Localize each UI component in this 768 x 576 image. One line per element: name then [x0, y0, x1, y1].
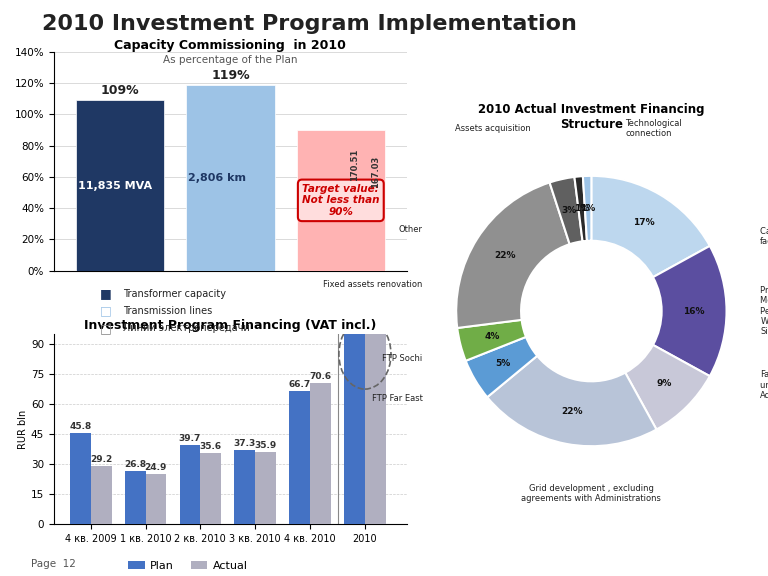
Bar — [344, 183, 365, 524]
Text: □: □ — [100, 305, 111, 317]
Legend: Plan, Actual: Plan, Actual — [124, 557, 253, 575]
Wedge shape — [591, 176, 710, 277]
Text: ■: ■ — [100, 287, 111, 300]
Title: Capacity Commissioning  in 2010: Capacity Commissioning in 2010 — [114, 39, 346, 52]
Text: Target value:
Not less than
90%: Target value: Not less than 90% — [302, 184, 379, 217]
Text: 24.9: 24.9 — [144, 463, 167, 472]
Wedge shape — [625, 345, 710, 430]
Text: Capacity output
facilities: Capacity output facilities — [760, 227, 768, 247]
Bar — [186, 85, 275, 271]
Bar — [76, 100, 164, 271]
Text: 22%: 22% — [494, 252, 515, 260]
Text: 11,835 MVA: 11,835 MVA — [78, 180, 152, 191]
Text: Fixed assets renovation: Fixed assets renovation — [323, 279, 422, 289]
Text: FTP Far East: FTP Far East — [372, 395, 422, 403]
Title: 2010 Actual Investment Financing
Structure: 2010 Actual Investment Financing Structu… — [478, 103, 704, 131]
Bar — [124, 471, 145, 524]
Wedge shape — [583, 176, 591, 241]
Text: 45.8: 45.8 — [69, 422, 91, 430]
Bar — [200, 453, 221, 524]
Wedge shape — [574, 176, 587, 241]
Text: Transformer capacity: Transformer capacity — [123, 289, 226, 299]
Text: 17%: 17% — [633, 218, 654, 227]
Text: 22%: 22% — [561, 407, 583, 416]
Text: 2,806 km: 2,806 km — [188, 173, 247, 183]
Text: Page  12: Page 12 — [31, 559, 75, 569]
Wedge shape — [465, 337, 537, 397]
Text: 16%: 16% — [684, 306, 705, 316]
Text: 109%: 109% — [101, 84, 139, 97]
Text: 29.2: 29.2 — [90, 454, 112, 464]
Text: 170.51: 170.51 — [350, 149, 359, 181]
Bar — [91, 466, 111, 524]
Text: FTP Sochi: FTP Sochi — [382, 354, 422, 363]
Bar — [365, 190, 386, 524]
Title: Investment Program Financing (VAT incl.): Investment Program Financing (VAT incl.) — [84, 319, 376, 332]
Text: 39.7: 39.7 — [179, 434, 201, 443]
Wedge shape — [487, 356, 657, 446]
Text: Programs for
Moscow, St.
Petersburg and
Western
Siberia: Programs for Moscow, St. Petersburg and … — [760, 286, 768, 336]
Bar — [70, 433, 91, 524]
Bar — [296, 130, 385, 271]
Text: 119%: 119% — [211, 69, 250, 82]
Text: 35.6: 35.6 — [200, 442, 222, 451]
Bar — [310, 383, 331, 524]
Y-axis label: RUR bln: RUR bln — [18, 410, 28, 449]
Text: □: □ — [100, 322, 111, 335]
Wedge shape — [550, 177, 583, 244]
Text: Other: Other — [399, 225, 422, 234]
Wedge shape — [653, 246, 727, 376]
Text: 167.03: 167.03 — [371, 156, 380, 188]
Text: Facilities
under agreements with
Administrations: Facilities under agreements with Adminis… — [760, 370, 768, 400]
Text: 4%: 4% — [484, 332, 499, 341]
Text: 1%: 1% — [574, 204, 589, 213]
Bar — [145, 475, 167, 524]
Text: 5%: 5% — [495, 359, 511, 368]
Wedge shape — [457, 320, 526, 361]
Text: Grid development , excluding
agreements with Administrations: Grid development , excluding agreements … — [521, 484, 661, 503]
Wedge shape — [456, 183, 570, 328]
Bar — [255, 452, 276, 524]
Text: 9%: 9% — [657, 379, 672, 388]
Text: 1%: 1% — [581, 204, 596, 213]
Text: Линии электропередачи: Линии электропередачи — [123, 323, 250, 334]
Text: 66.7: 66.7 — [289, 380, 311, 389]
Text: 2010 Investment Program Implementation: 2010 Investment Program Implementation — [42, 14, 577, 35]
Text: 35.9: 35.9 — [254, 441, 276, 450]
Text: 3%: 3% — [561, 206, 577, 215]
Bar — [180, 445, 200, 524]
Text: Assets acquisition: Assets acquisition — [455, 124, 531, 133]
Text: Transmission lines: Transmission lines — [123, 306, 212, 316]
Text: 26.8: 26.8 — [124, 460, 146, 468]
Bar — [290, 391, 310, 524]
Text: 37.3: 37.3 — [233, 438, 256, 448]
Text: 70.6: 70.6 — [310, 372, 332, 381]
Text: As percentage of the Plan: As percentage of the Plan — [163, 55, 298, 65]
Text: Technological
connection: Technological connection — [625, 119, 682, 138]
Bar — [234, 449, 255, 524]
